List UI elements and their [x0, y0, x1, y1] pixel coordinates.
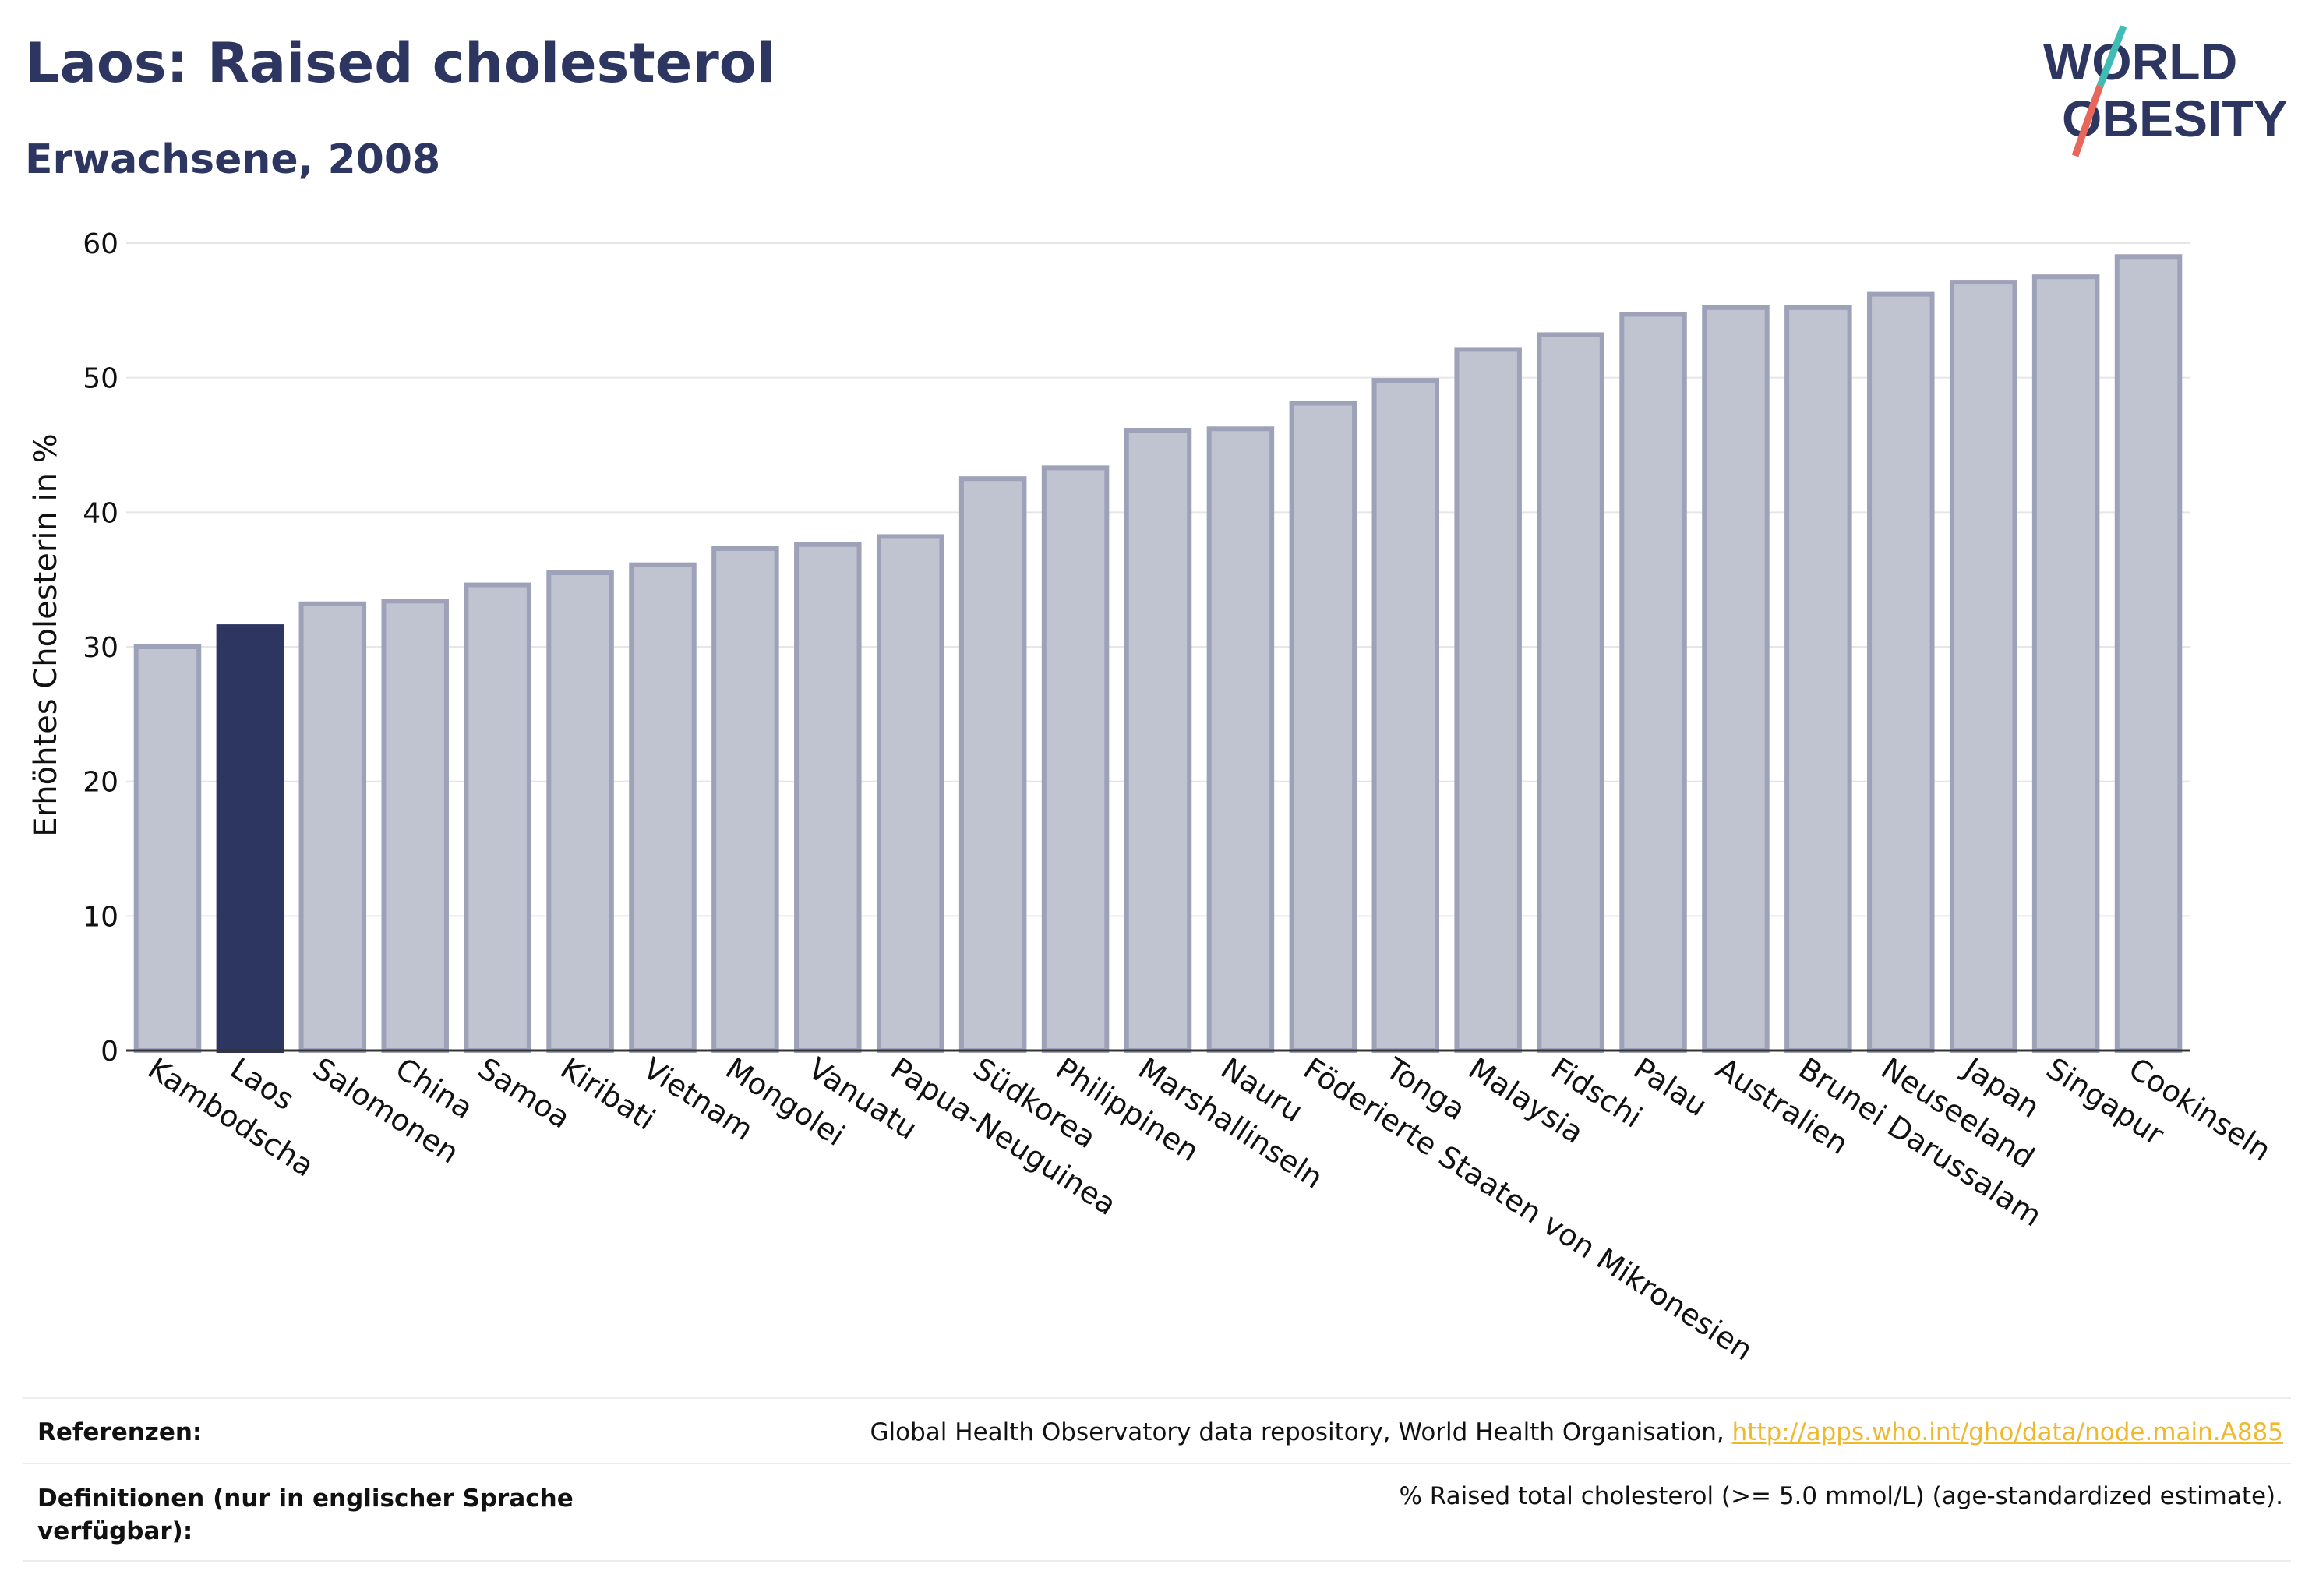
y-axis-ticks: 0 10 20 30 40 50 60 — [83, 228, 118, 1068]
definitions-label: Definitionen (nur in englischer Sprache … — [37, 1482, 574, 1548]
references-label: Referenzen: — [37, 1418, 203, 1446]
bar-philippinen — [1041, 465, 1110, 1053]
definitions-label-line1: Definitionen (nur in englischer Sprache — [37, 1485, 574, 1513]
bar-vanuatu — [794, 542, 862, 1053]
bar-samoa — [464, 582, 531, 1053]
bar-cookinseln — [2114, 254, 2183, 1053]
y-tick-label: 20 — [83, 767, 118, 799]
logo-text-obesity: OBESITY — [2062, 90, 2288, 147]
references-text: Global Health Observatory data repositor… — [870, 1418, 1732, 1446]
bar-marshallinseln — [1124, 428, 1192, 1053]
bar-palau — [1619, 312, 1687, 1054]
definitions-row: Definitionen (nur in englischer Sprache … — [23, 1482, 2283, 1552]
x-tick-label: Samoa — [472, 1051, 577, 1135]
bar-australien — [1702, 305, 1770, 1053]
bar-fidschi — [1537, 332, 1604, 1053]
divider-top — [23, 1397, 2291, 1399]
logo-text-world: WORLD — [2043, 33, 2237, 90]
references-value: Global Health Observatory data repositor… — [870, 1418, 2283, 1446]
y-axis-label: Erhöhtes Cholesterin in % — [28, 433, 64, 836]
references-link[interactable]: http://apps.who.int/gho/data/node.main.A… — [1731, 1418, 2283, 1446]
bar-papua-neuguinea — [876, 534, 944, 1053]
bar-brunei-darussalam — [1784, 305, 1852, 1053]
bar-laos — [216, 624, 284, 1053]
bar-kambodscha — [133, 644, 202, 1053]
bar-japan — [1949, 280, 2017, 1054]
divider-middle — [23, 1463, 2291, 1464]
definitions-text: % Raised total cholesterol (>= 5.0 mmol/… — [1399, 1482, 2283, 1510]
y-tick-label: 50 — [83, 363, 118, 395]
bar-malaysia — [1454, 347, 1522, 1053]
bar-neuseeland — [1867, 291, 1935, 1053]
divider-bottom — [23, 1560, 2291, 1562]
bar-vietnam — [629, 562, 697, 1053]
y-tick-label: 60 — [83, 228, 118, 260]
bar-singapur — [2031, 274, 2100, 1053]
bar-tonga — [1371, 378, 1440, 1053]
world-obesity-logo: WORLD OBESITY — [2043, 25, 2288, 157]
bar-föderierte-staaten-von-mikronesien — [1289, 401, 1357, 1053]
bar-salomonen — [298, 601, 367, 1053]
chart-title: Laos: Raised cholesterol — [25, 31, 775, 95]
bars — [126, 254, 2190, 1054]
definitions-label-line2: verfügbar): — [37, 1517, 193, 1545]
bar-mongolei — [711, 546, 779, 1053]
logo-slash-teal — [2096, 25, 2127, 87]
y-tick-label: 30 — [83, 632, 118, 664]
bar-china — [381, 598, 449, 1053]
x-tick-label: Kiribati — [555, 1051, 662, 1137]
bar-kiribati — [546, 570, 614, 1053]
bar-südkorea — [958, 476, 1027, 1053]
chart-subtitle: Erwachsene, 2008 — [25, 136, 441, 183]
logo-slash-red — [2071, 84, 2104, 157]
y-tick-label: 0 — [101, 1036, 118, 1068]
bar-nauru — [1206, 426, 1275, 1053]
y-tick-label: 40 — [83, 497, 118, 529]
references-row: Referenzen: Global Health Observatory da… — [23, 1418, 2283, 1457]
y-tick-label: 10 — [83, 901, 118, 933]
